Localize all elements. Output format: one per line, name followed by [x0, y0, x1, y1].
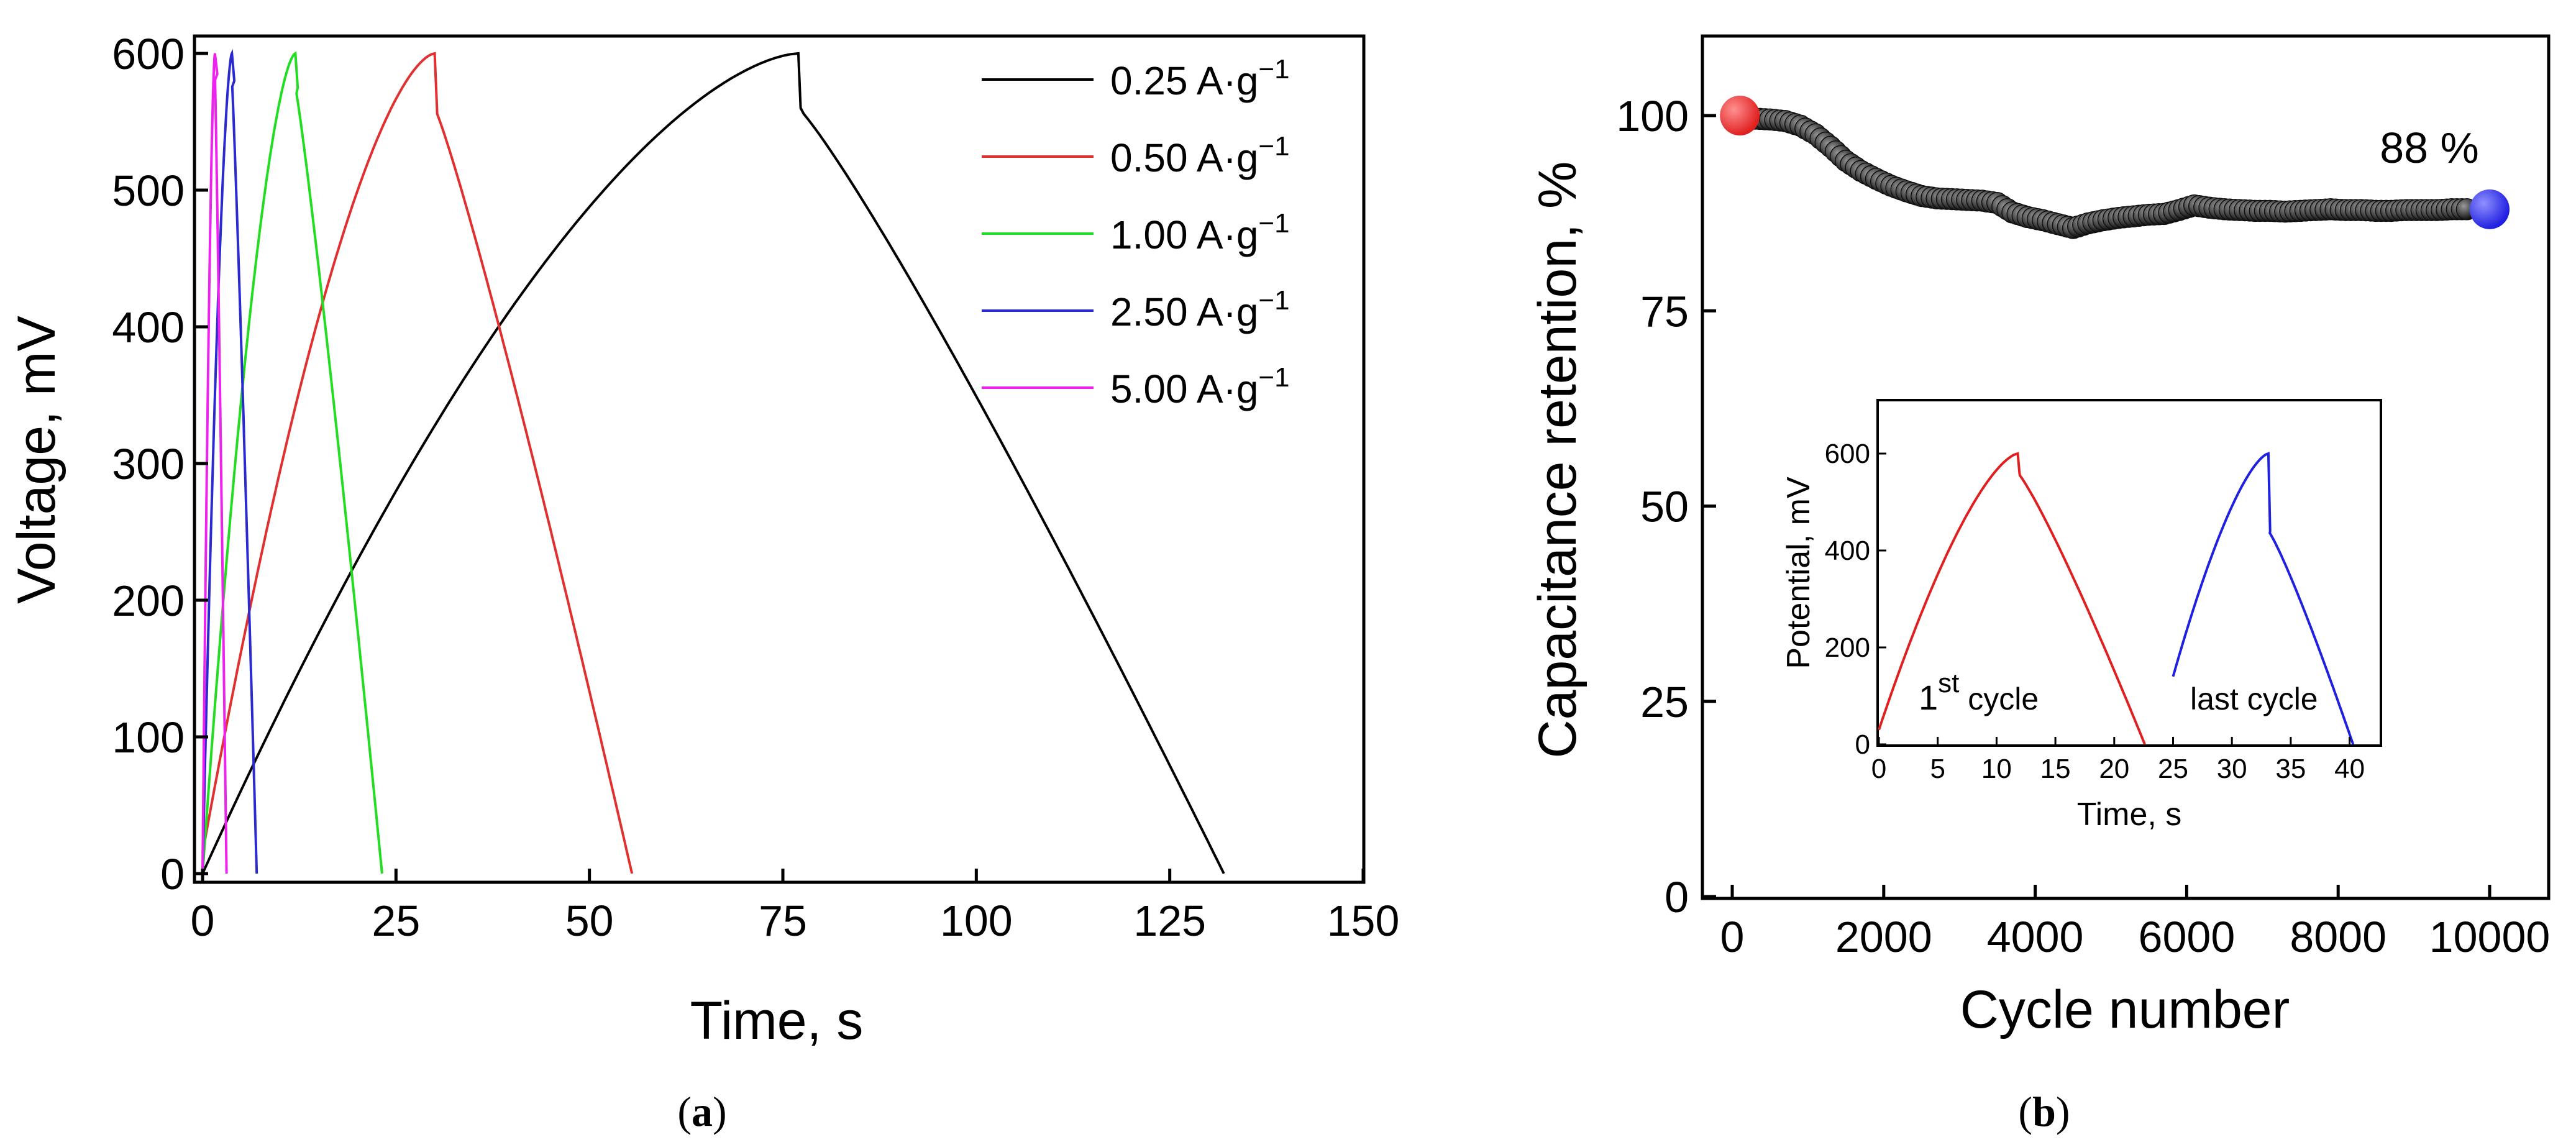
panel-a-y-axis-label: Voltage, mV: [7, 316, 66, 604]
panel-b-plot-frame: [1701, 34, 2551, 900]
x-tick-label: 0: [1720, 913, 1745, 961]
inset-x-ticks: 0 5 10 15 20 25 30 35 40: [1871, 737, 2365, 784]
inset-y-axis-label: Potential, mV: [1781, 477, 1817, 669]
inset-plot-frame: [1876, 399, 2382, 747]
inset-x-tick-label: 35: [2275, 754, 2306, 784]
legend-label-1-00: 1.00 A·g−1: [1110, 208, 1290, 257]
inset-last-cycle-line: [2172, 452, 2355, 745]
legend-label-0-25: 0.25 A·g−1: [1110, 54, 1290, 103]
inset-first-cycle-label: 1st cycle: [1919, 668, 2039, 717]
y-tick-label: 400: [112, 303, 185, 352]
panel-a-legend: 0.25 A·g−1 0.50 A·g−1 1.00 A·g−1 2.50 A·g−1…: [982, 54, 1290, 411]
legend-label-0-50: 0.50 A·g−1: [1110, 131, 1290, 180]
last-cycle-point: [2470, 189, 2510, 229]
y-tick-label: 75: [1640, 287, 1689, 336]
y-tick-label: 50: [1640, 483, 1689, 531]
inset-first-cycle-line: [1878, 452, 2146, 745]
panel-b-inset-chart: 0 5 10 15 20 25 30 35 40 0 200 400 600 Time, s Pote…: [1781, 398, 2383, 833]
y-tick-label: 200: [112, 577, 185, 625]
inset-y-ticks: 0 200 400 600: [1825, 439, 1886, 760]
x-tick-label: 4000: [1987, 913, 2084, 961]
series-line-5-00: [201, 53, 228, 874]
x-tick-label: 100: [940, 897, 1013, 945]
legend-label-5-00: 5.00 A·g−1: [1110, 362, 1290, 411]
inset-x-tick-label: 25: [2158, 754, 2188, 784]
x-tick-label: 2000: [1835, 913, 1932, 961]
x-tick-label: 150: [1327, 897, 1400, 945]
first-cycle-point: [1720, 96, 1760, 135]
panel-a-plot-frame: [193, 34, 1366, 884]
panel-b-x-ticks: 0 2000 4000 6000 8000 10000: [1720, 885, 2551, 961]
panel-a-y-ticks: 0 100 200 300 400 500 600: [112, 30, 208, 898]
panel-a-series-group: [201, 48, 1225, 874]
panel-b-x-axis-label: Cycle number: [1960, 980, 2290, 1039]
y-tick-label: 300: [112, 440, 185, 488]
panel-b-y-ticks: 0 25 50 75 100: [1616, 92, 1716, 921]
inset-background: [1875, 398, 2383, 748]
panel-b-points-group: [1720, 96, 2510, 239]
series-line-1-00: [201, 51, 383, 874]
y-tick-label: 100: [112, 713, 185, 762]
inset-y-tick-label: 400: [1825, 536, 1870, 566]
inset-x-tick-label: 10: [1981, 754, 2012, 784]
y-tick-label: 600: [112, 30, 185, 78]
panel-b-annotation: 88 %: [2380, 124, 2479, 172]
panel-a-caption: (a): [677, 1088, 726, 1135]
y-tick-label: 100: [1616, 92, 1689, 140]
x-tick-label: 0: [191, 897, 215, 945]
x-tick-label: 50: [565, 897, 614, 945]
x-tick-label: 75: [759, 897, 807, 945]
series-line-0-25: [201, 52, 1225, 874]
inset-x-tick-label: 15: [2040, 754, 2071, 784]
inset-x-tick-label: 5: [1930, 754, 1945, 784]
y-tick-label: 0: [1665, 873, 1689, 921]
y-tick-label: 25: [1640, 678, 1689, 726]
inset-last-cycle-label: last cycle: [2190, 682, 2318, 716]
panel-a-x-ticks: 0 25 50 75 100 125 150: [191, 869, 1400, 945]
inset-y-tick-label: 600: [1825, 439, 1870, 469]
panel-b-y-axis-label: Capacitance retention, %: [1528, 162, 1587, 759]
series-line-0-50: [201, 52, 634, 874]
x-tick-label: 8000: [2290, 913, 2386, 961]
x-tick-label: 10000: [2429, 913, 2551, 961]
inset-x-tick-label: 40: [2334, 754, 2365, 784]
inset-x-tick-label: 0: [1871, 754, 1886, 784]
x-tick-label: 25: [372, 897, 420, 945]
panel-a-x-axis-label: Time, s: [690, 991, 864, 1051]
inset-x-tick-label: 20: [2099, 754, 2129, 784]
x-tick-label: 6000: [2139, 913, 2236, 961]
y-tick-label: 0: [160, 850, 185, 898]
series-line-2-50: [201, 48, 258, 874]
legend-label-2-50: 2.50 A·g−1: [1110, 285, 1290, 334]
inset-x-tick-label: 30: [2217, 754, 2247, 784]
inset-y-tick-label: 0: [1855, 729, 1870, 760]
inset-curves-group: [1878, 452, 2355, 745]
y-tick-label: 500: [112, 167, 185, 215]
x-tick-label: 125: [1133, 897, 1206, 945]
panel-b-caption: (b): [2018, 1088, 2070, 1135]
inset-y-tick-label: 200: [1825, 633, 1870, 663]
inset-x-axis-label: Time, s: [2077, 797, 2182, 833]
panel-a-chart: 0 25 50 75 100 125 150 0 100 200 300 400 500 600 0.2…: [7, 30, 1399, 1135]
